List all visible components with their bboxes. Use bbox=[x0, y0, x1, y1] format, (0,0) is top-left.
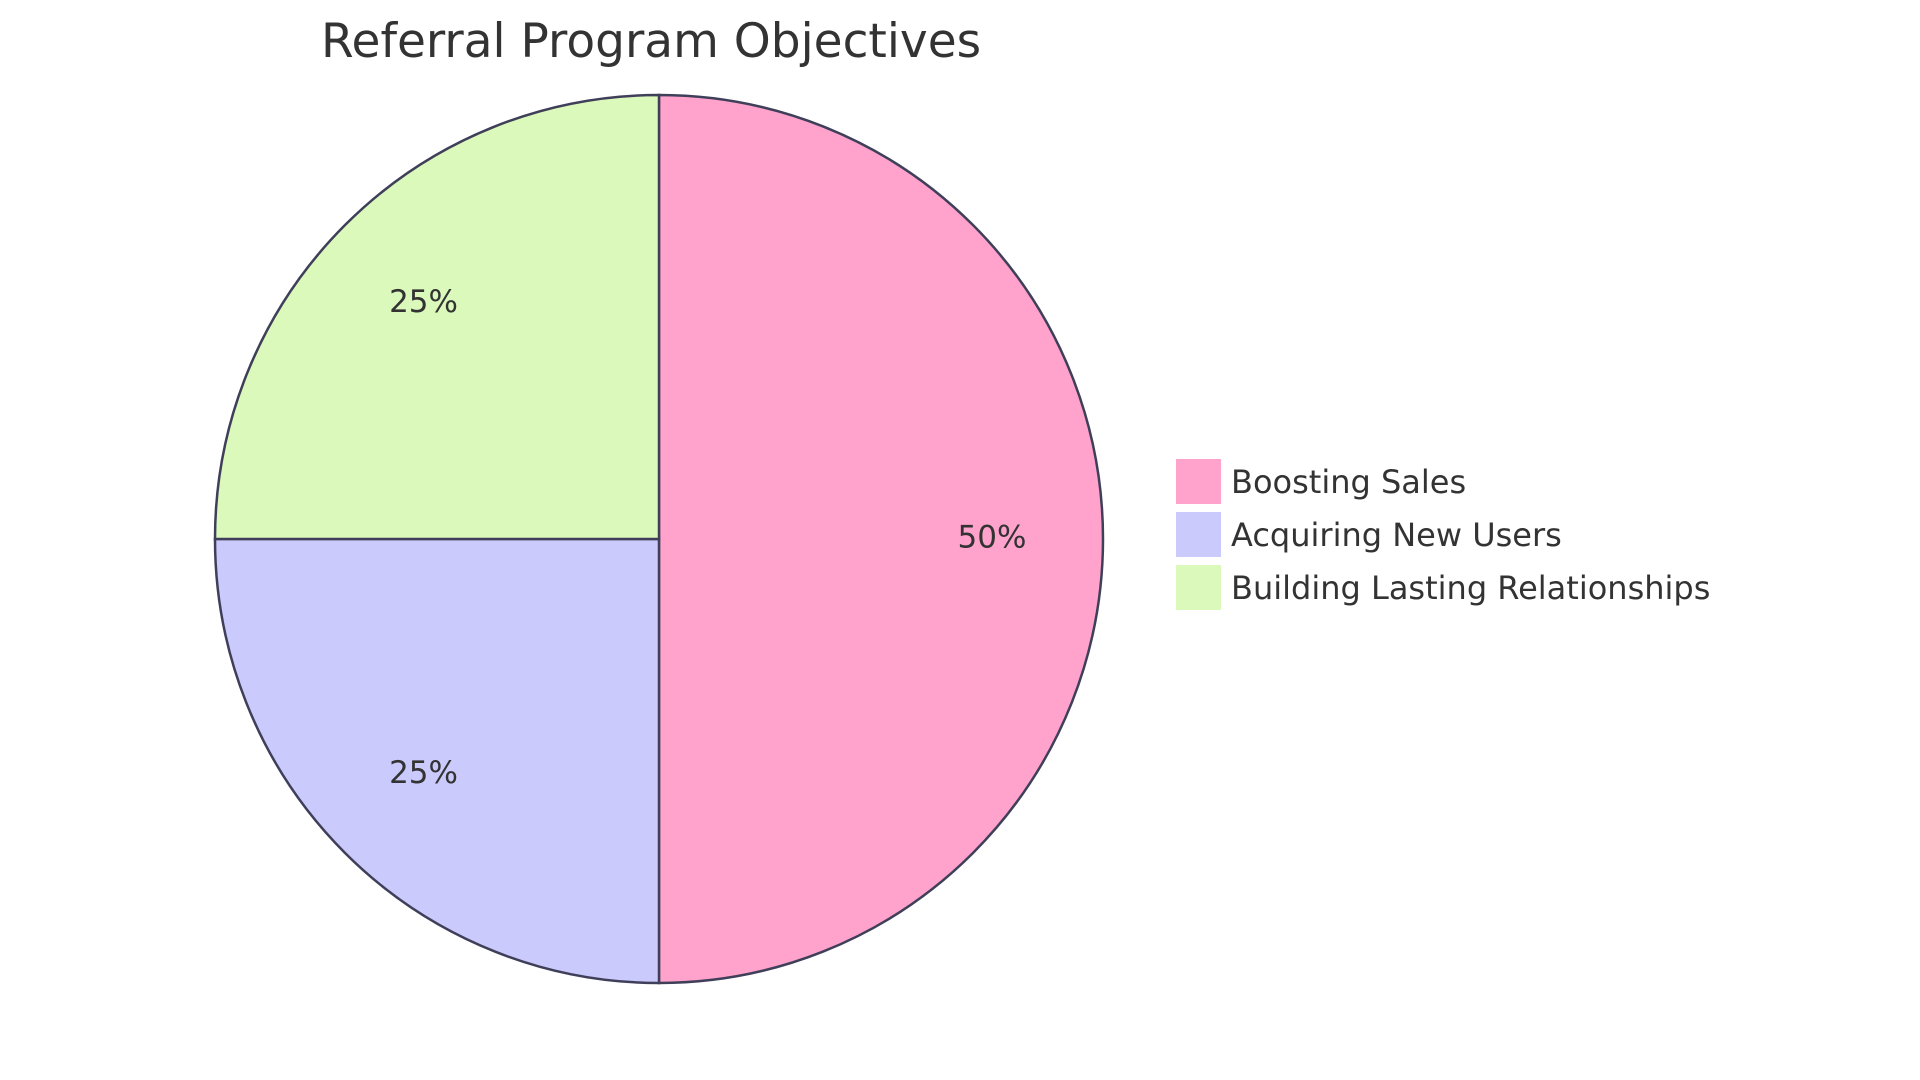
slice-label: 50% bbox=[958, 520, 1027, 556]
chart-title: Referral Program Objectives bbox=[321, 14, 981, 69]
legend-swatch bbox=[1176, 565, 1221, 610]
pie-slice-2 bbox=[213, 93, 661, 541]
legend-swatch bbox=[1176, 512, 1221, 557]
slice-label: 25% bbox=[389, 284, 458, 320]
legend-label: Building Lasting Relationships bbox=[1231, 569, 1710, 607]
legend-swatch bbox=[1176, 459, 1221, 504]
legend-label: Boosting Sales bbox=[1231, 463, 1466, 501]
pie-slice-1 bbox=[213, 537, 661, 985]
pie-slice-0 bbox=[657, 93, 1105, 985]
slice-label: 25% bbox=[389, 755, 458, 791]
legend-label: Acquiring New Users bbox=[1231, 516, 1562, 554]
